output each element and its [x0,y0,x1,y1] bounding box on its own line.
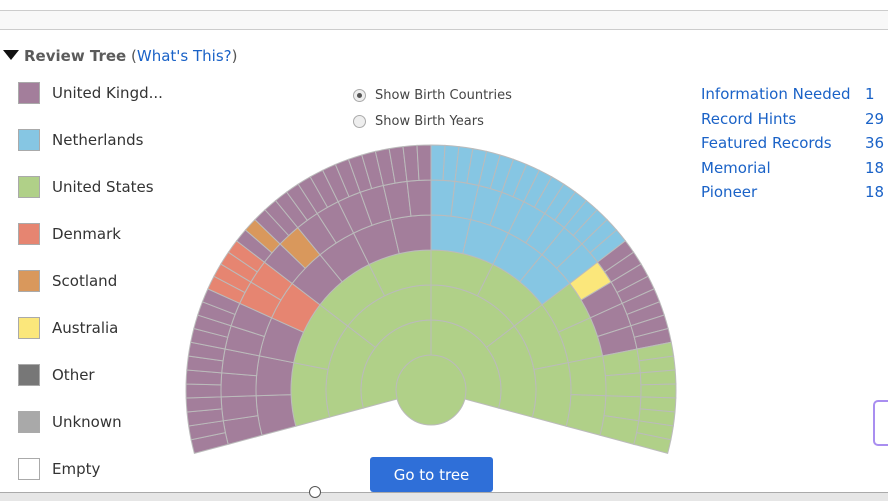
color-swatch [18,316,40,339]
scroll-handle[interactable] [309,486,321,498]
legend-label: Unknown [52,412,122,431]
legend-label: United Kingd... [52,83,163,102]
paren: ( [131,47,137,65]
stat-label-link[interactable]: Featured Records [701,134,832,153]
fan-ancestor-segment[interactable] [599,415,640,445]
fan-ancestor-segment[interactable] [185,396,223,413]
radio-label: Show Birth Countries [375,87,512,103]
stat-label-link[interactable]: Memorial [701,158,771,177]
fan-ancestor-segment[interactable] [220,372,258,398]
fan-ancestor-segment[interactable] [567,355,607,397]
radio-label: Show Birth Years [375,113,484,129]
color-swatch [18,175,40,198]
legend-label: Netherlands [52,130,144,149]
color-swatch [18,81,40,104]
country-legend: United Kingd... Netherlands United States D… [18,81,163,492]
fan-ancestor-segment[interactable] [185,383,222,399]
horizontal-scrollbar[interactable] [0,492,888,501]
stat-count[interactable]: 18 [865,183,885,202]
page-title: Review Tree [24,47,127,65]
legend-label: Australia [52,318,119,337]
paren: ) [231,47,238,65]
legend-item: Australia [18,304,163,351]
view-options: Show Birth Countries Show Birth Years [353,82,512,134]
radio-option[interactable]: Show Birth Years [353,108,512,134]
legend-label: Other [52,365,95,384]
color-swatch [18,410,40,433]
fan-ancestor-segment[interactable] [633,432,672,455]
fan-ancestor-segment[interactable] [406,179,432,217]
stat-row[interactable]: Pioneer 18 [701,180,884,205]
stat-row[interactable]: Memorial 18 [701,156,884,181]
legend-item: Scotland [18,257,163,304]
stat-label-link[interactable]: Record Hints [701,109,797,128]
legend-item: United States [18,163,163,210]
legend-item: Empty [18,445,163,492]
legend-item: United Kingd... [18,69,163,116]
stat-label-link[interactable]: Information Needed [701,85,851,104]
fan-ancestor-segment[interactable] [531,362,572,427]
legend-label: Empty [52,459,101,478]
fan-ancestor-segment[interactable] [565,394,607,436]
collapse-triangle-icon[interactable] [3,50,19,60]
go-to-tree-button[interactable]: Go to tree [370,457,493,492]
legend-item: Denmark [18,210,163,257]
legend-label: United States [52,177,154,196]
fan-ancestor-segment[interactable] [416,144,432,181]
whats-this-link[interactable]: What's This? [136,47,232,65]
fan-ancestor-segment[interactable] [604,372,642,398]
stat-count[interactable]: 1 [865,85,875,104]
stat-label-link[interactable]: Pioneer [701,183,758,202]
color-swatch [18,222,40,245]
radio-option[interactable]: Show Birth Countries [353,82,512,108]
stat-row[interactable]: Featured Records 36 [701,131,884,156]
top-toolbar-strip [0,10,888,30]
legend-item: Netherlands [18,116,163,163]
stat-row[interactable]: Information Needed 1 [701,82,884,107]
fan-ancestor-segment[interactable] [639,369,677,386]
color-swatch [18,128,40,151]
color-swatch [18,269,40,292]
stat-count[interactable]: 36 [865,134,885,153]
legend-item: Other [18,351,163,398]
radio-button[interactable] [353,114,366,128]
stat-count[interactable]: 18 [865,158,885,177]
section-header: Review Tree (What's This?) [3,47,237,65]
color-swatch [18,457,40,480]
fan-ancestor-segment[interactable] [640,383,677,399]
record-stats: Information Needed 1 Record Hints 29 Feature… [701,82,884,205]
legend-label: Denmark [52,224,121,243]
side-panel-tab[interactable] [873,400,888,446]
fan-ancestor-segment[interactable] [290,362,331,427]
legend-label: Scotland [52,271,118,290]
stat-row[interactable]: Record Hints 29 [701,107,884,132]
legend-item: Unknown [18,398,163,445]
color-swatch [18,363,40,386]
radio-button[interactable] [353,88,366,102]
fan-ancestor-segment[interactable] [255,394,297,436]
stat-count[interactable]: 29 [865,109,885,128]
